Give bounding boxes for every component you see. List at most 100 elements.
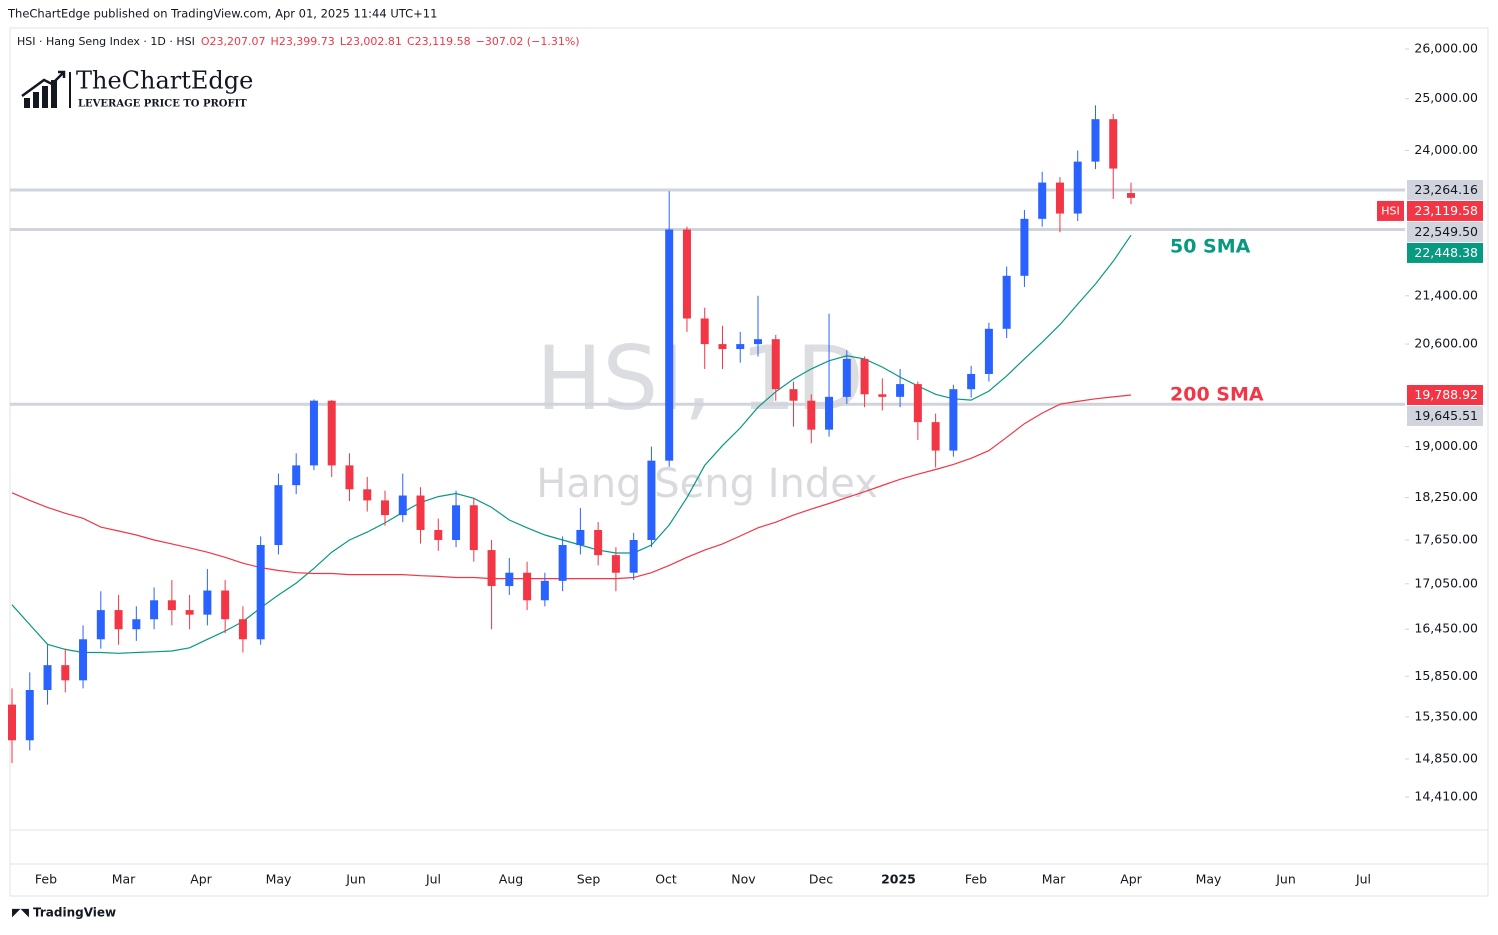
logo-bar	[42, 86, 48, 108]
price-label: 19,788.92	[1414, 387, 1478, 402]
logo: TheChartEdge LEVERAGE PRICE TO PROFIT	[21, 67, 253, 110]
candle-body	[789, 389, 798, 401]
price-label: 22,549.50	[1414, 224, 1478, 239]
x-tick-label: Dec	[809, 872, 833, 887]
ohlc-label: −307.02 (−1.31%)	[476, 35, 580, 48]
candle-body	[114, 610, 123, 630]
y-tick-label: 19,000.00	[1414, 438, 1478, 453]
candle-body	[167, 600, 176, 611]
x-tick-label: Jul	[1355, 872, 1371, 887]
y-tick-label: 26,000.00	[1414, 41, 1478, 56]
candle-body	[860, 358, 869, 395]
x-tick-label: May	[1196, 872, 1222, 887]
candle-body	[1002, 275, 1011, 329]
sma-annotation: 50 SMA	[1170, 236, 1251, 258]
candle-body	[398, 495, 407, 516]
x-tick-label: Feb	[965, 872, 987, 887]
candle-body	[736, 344, 745, 350]
candle-body	[381, 500, 389, 516]
candle-body	[221, 590, 230, 620]
y-tick-label: 15,350.00	[1414, 708, 1478, 723]
logo-bar	[51, 80, 57, 108]
candle-body	[647, 460, 656, 540]
candle-body	[238, 619, 247, 640]
candle-body	[558, 545, 567, 581]
candle-body	[754, 339, 762, 345]
chart-frame	[9, 27, 1489, 897]
candle-body	[1020, 218, 1029, 276]
x-tick-label: 2025	[881, 872, 916, 887]
price-label: 22,448.38	[1414, 245, 1478, 260]
sma-annotation: 200 SMA	[1170, 384, 1264, 406]
candle-body	[611, 555, 620, 573]
candle-body	[487, 550, 496, 587]
candle-body	[931, 422, 940, 451]
ohlc-legend: O23,207.07 H23,399.73 L23,002.81 C23,119.58…	[201, 35, 580, 48]
price-label: 23,119.58	[1414, 203, 1478, 218]
candle-body	[363, 489, 372, 501]
ohlc-label: H23,399.73	[271, 35, 335, 48]
x-tick-label: Jul	[425, 872, 441, 887]
candle-body	[1055, 182, 1064, 214]
candle-body	[896, 384, 905, 397]
candle-body	[132, 619, 141, 630]
y-tick-label: 24,000.00	[1414, 142, 1478, 157]
x-tick-label: Jun	[1275, 872, 1296, 887]
price-label: 19,645.51	[1414, 408, 1478, 423]
price-label: 23,264.16	[1414, 182, 1478, 197]
x-tick-label: Oct	[655, 872, 677, 887]
sma-line	[11, 234, 1132, 654]
candle-body	[665, 229, 674, 461]
candle-body	[842, 358, 851, 397]
candle-body	[949, 389, 958, 451]
x-tick-label: Aug	[499, 872, 523, 887]
candle-body	[505, 572, 514, 587]
logo-bar	[24, 98, 30, 108]
candle-body	[469, 505, 478, 551]
candle-body	[434, 529, 443, 540]
y-tick-label: 17,050.00	[1414, 575, 1478, 590]
candle-body	[452, 505, 461, 540]
candle-body	[1073, 161, 1082, 214]
x-tick-label: Mar	[1042, 872, 1066, 887]
candle-body	[1038, 182, 1047, 219]
y-tick-label: 17,650.00	[1414, 531, 1478, 546]
y-tick-label: 18,250.00	[1414, 489, 1478, 504]
candle-body	[594, 529, 603, 556]
logo-tagline: LEVERAGE PRICE TO PROFIT	[78, 99, 247, 110]
candle-body	[682, 229, 691, 319]
candle-body	[203, 590, 212, 615]
candle-body	[309, 400, 318, 466]
price-label-box	[1407, 406, 1483, 427]
candle-body	[8, 704, 16, 741]
x-tick-label: May	[266, 872, 292, 887]
candle-body	[807, 400, 816, 430]
price-label-box	[1407, 200, 1483, 221]
price-label-box	[1407, 385, 1483, 406]
x-tick-label: Mar	[112, 872, 136, 887]
candle-body	[967, 373, 976, 390]
ohlc-label: L23,002.81	[340, 35, 402, 48]
price-label-box	[1407, 179, 1483, 200]
logo-bar	[33, 92, 39, 108]
footer: TradingView	[33, 906, 116, 920]
candle-body	[718, 344, 727, 350]
candle-body	[345, 465, 354, 490]
x-tick-label: Jun	[345, 872, 366, 887]
candle-body	[523, 572, 532, 601]
candle-body	[79, 639, 88, 681]
candle-body	[96, 610, 105, 640]
y-tick-label: 20,600.00	[1414, 336, 1478, 351]
sma-line	[11, 394, 1132, 580]
candle-body	[878, 394, 887, 397]
candle-body	[1127, 193, 1135, 198]
price-tag: HSI	[1381, 204, 1400, 217]
candle-body	[540, 580, 549, 601]
x-tick-label: Sep	[577, 872, 601, 887]
candle-body	[150, 600, 159, 620]
candle-body	[913, 384, 922, 423]
x-tick-label: Apr	[190, 872, 212, 887]
candle-body	[327, 400, 336, 466]
